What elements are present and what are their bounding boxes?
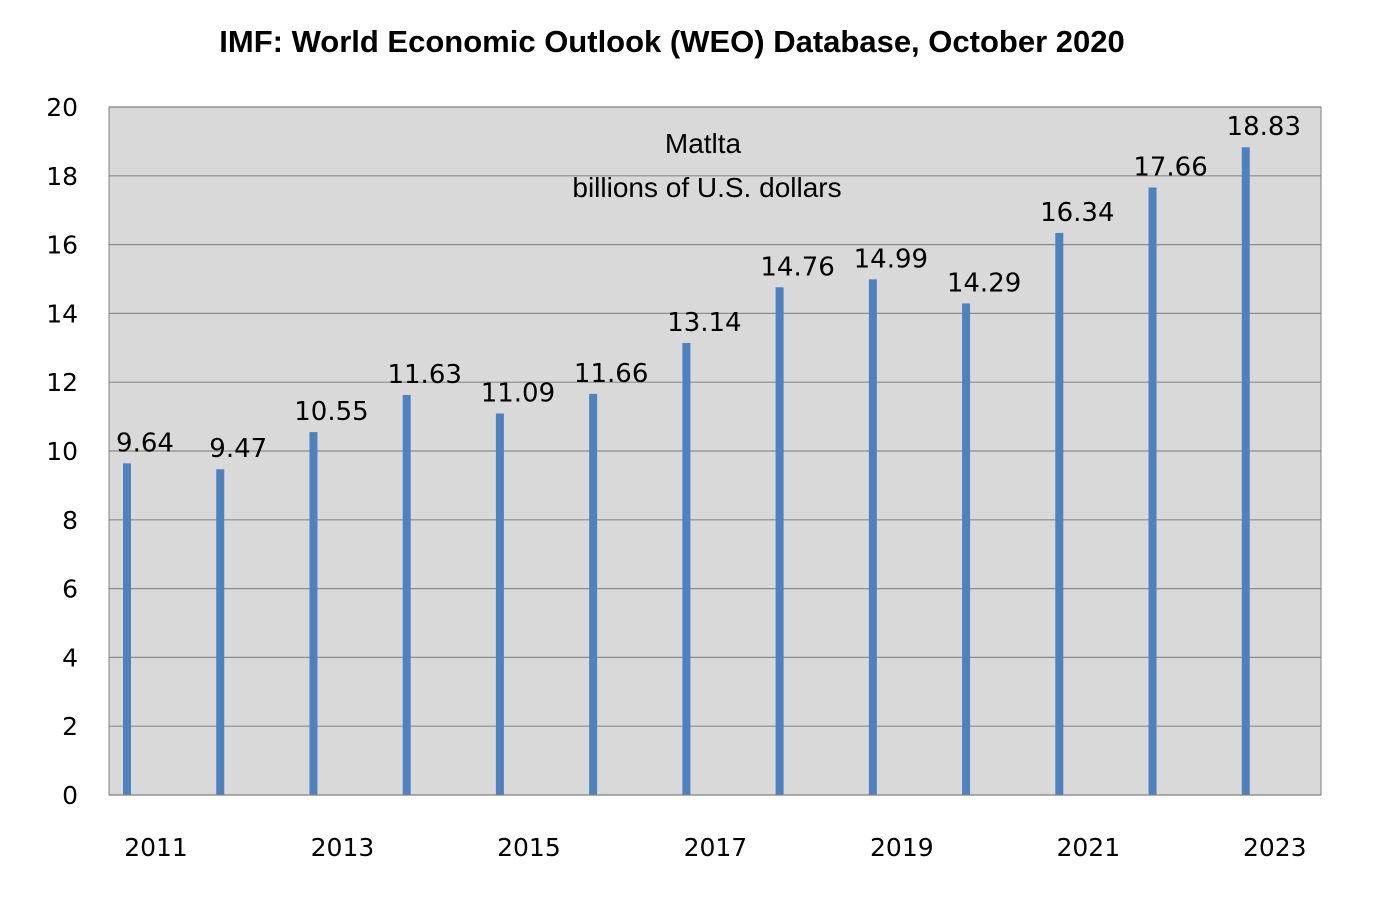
y-tick-label: 0: [62, 781, 78, 810]
bar-2011: [123, 463, 131, 795]
y-tick-label: 6: [62, 575, 78, 604]
bar-2019: [868, 279, 877, 795]
data-label-2011: 9.64: [116, 428, 174, 458]
x-tick-label-2023: 2023: [1243, 833, 1307, 862]
data-label-2016: 11.66: [574, 359, 648, 389]
chart-title: IMF: World Economic Outlook (WEO) Databa…: [219, 24, 1125, 59]
y-tick-label: 12: [46, 368, 78, 397]
bar-2013: [309, 432, 318, 795]
bar-2022: [1148, 187, 1157, 796]
x-tick-label-2017: 2017: [684, 833, 748, 862]
data-label-2022: 17.66: [1133, 152, 1207, 182]
x-tick-label-2013: 2013: [311, 833, 375, 862]
bars: [123, 147, 1250, 796]
x-axis-tick-labels: 2011 2013 2015 2017 2019 2021 2023: [124, 833, 1306, 862]
data-label-2023: 18.83: [1227, 112, 1301, 142]
y-tick-label: 2: [62, 712, 78, 741]
y-tick-label: 14: [46, 299, 78, 328]
x-tick-label-2019: 2019: [870, 833, 934, 862]
y-tick-label: 20: [46, 93, 78, 122]
y-tick-label: 10: [46, 437, 78, 466]
bar-2016: [589, 393, 598, 795]
bar-2012: [216, 469, 225, 795]
x-tick-label-2021: 2021: [1056, 833, 1120, 862]
data-label-2017: 13.14: [667, 308, 741, 338]
bar-2017: [682, 342, 691, 795]
data-labels: 9.64 9.47 10.55 11.63 11.09 11.66 13.14 14.76 14…: [116, 112, 1301, 464]
bar-2020: [962, 303, 971, 795]
data-label-2020: 14.29: [947, 268, 1021, 298]
data-label-2018: 14.76: [760, 252, 834, 282]
y-tick-label: 4: [62, 643, 78, 672]
y-axis-tick-labels: 0 2 4 6 8 10 12 14 16 18 20: [46, 93, 78, 810]
data-label-2015: 11.09: [481, 379, 555, 409]
y-tick-label: 18: [46, 162, 78, 191]
y-tick-label: 16: [46, 231, 78, 260]
bar-2021: [1055, 232, 1064, 796]
data-label-2014: 11.63: [387, 360, 461, 390]
x-tick-label-2015: 2015: [497, 833, 561, 862]
chart-subtitle-units: billions of U.S. dollars: [572, 172, 841, 203]
x-tick-label-2011: 2011: [124, 833, 188, 862]
bar-2018: [775, 287, 784, 795]
bar-2015: [495, 413, 504, 795]
data-label-2021: 16.34: [1040, 198, 1114, 228]
data-label-2019: 14.99: [854, 244, 928, 274]
data-label-2012: 9.47: [209, 434, 267, 464]
chart-subtitle-country: Matlta: [665, 128, 742, 159]
data-label-2013: 10.55: [294, 397, 368, 427]
bar-2023: [1241, 147, 1250, 796]
bar-2014: [402, 394, 411, 795]
plot-border: [108, 106, 1322, 796]
y-tick-label: 8: [62, 506, 78, 535]
